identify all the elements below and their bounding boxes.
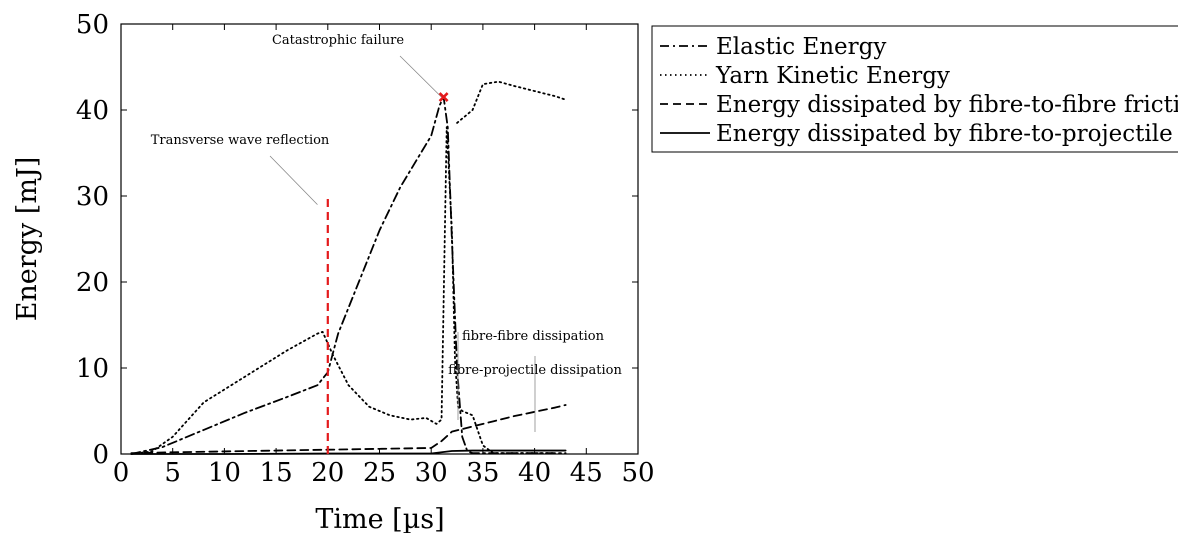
x-tick-label: 10 <box>208 458 241 488</box>
legend-label: Energy dissipated by fibre-to-projectile… <box>716 121 1178 147</box>
plot-frame <box>120 23 639 455</box>
y-axis-label: Energy [mJ] <box>12 157 43 322</box>
legend-label: Yarn Kinetic Energy <box>715 63 950 89</box>
x-tick-label: 25 <box>363 458 396 488</box>
annotation-leader <box>399 55 442 98</box>
y-tick-label: 30 <box>76 182 109 212</box>
legend-label: Elastic Energy <box>716 34 886 60</box>
annotation-text: Transverse wave reflection <box>151 133 330 148</box>
series-line-4 <box>456 80 567 124</box>
series-line-3 <box>130 449 567 455</box>
x-tick-label: 35 <box>466 458 499 488</box>
annotation-text: fibre-fibre dissipation <box>462 329 605 344</box>
y-tick-label: 10 <box>76 354 109 384</box>
y-tick-label: 0 <box>92 440 109 470</box>
x-tick-label: 20 <box>311 458 344 488</box>
x-tick-label: 30 <box>415 458 448 488</box>
x-tick-label: 5 <box>164 458 181 488</box>
x-tick-label: 45 <box>570 458 603 488</box>
legend: Elastic Energy Yarn Kinetic Energy Energy … <box>651 25 1178 153</box>
x-tick-label: 15 <box>260 458 293 488</box>
y-tick-label: 40 <box>76 96 109 126</box>
series-line-0 <box>130 96 567 455</box>
failure-marker <box>438 92 449 103</box>
annotation-leader <box>269 155 318 205</box>
legend-label: Energy dissipated by fibre-to-fibre fric… <box>716 92 1178 118</box>
x-axis-label: Time [µs] <box>315 504 444 533</box>
x-tick-label: 40 <box>518 458 551 488</box>
x-tick-label: 50 <box>621 458 654 488</box>
annotation-text: Catastrophic failure <box>272 33 404 48</box>
x-tick-label: 0 <box>113 458 130 488</box>
y-tick-label: 50 <box>76 10 109 40</box>
y-tick-label: 20 <box>76 268 109 298</box>
legend-box <box>651 25 1178 153</box>
series-line-2 <box>130 404 567 455</box>
annotation-text: fibre-projectile dissipation <box>448 363 622 378</box>
series-line-1 <box>130 126 557 455</box>
